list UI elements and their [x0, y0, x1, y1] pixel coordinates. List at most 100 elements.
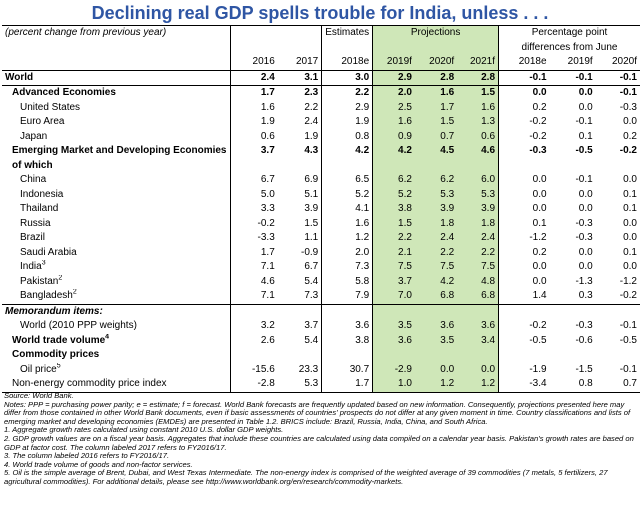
row-label: Indonesia [20, 188, 64, 200]
table-cell: 2.4 [229, 70, 278, 86]
table-cell: -0.1 [619, 71, 637, 83]
table-cell: 2.4 [414, 231, 458, 246]
table-cell: 2.9 [372, 70, 415, 86]
table-cell: 0.8 [578, 378, 593, 390]
table-cell: 3.2 [229, 319, 278, 334]
note-line: Source: World Bank. [4, 391, 74, 400]
table-cell [498, 348, 550, 363]
table-cell: 3.0 [321, 70, 373, 86]
table-caption: (percent change from previous year) [5, 27, 167, 39]
row-label: Bangladesh2 [20, 289, 77, 302]
table-row: Emerging Market and Developing Economies… [2, 144, 640, 159]
table-cell: 7.3 [304, 290, 319, 302]
table-cell: -0.3 [575, 320, 593, 332]
table-cell: 4.3 [304, 145, 319, 157]
table-cell: 0.1 [578, 130, 593, 142]
table-cell: 5.2 [372, 187, 415, 202]
table-cell: 5.3 [304, 378, 319, 390]
row-label: World [5, 71, 34, 83]
table-cell [550, 159, 596, 174]
table-row: World trade volume4 2.6 5.4 3.8 3.6 3.5 3.4 -0.… [2, 333, 640, 348]
table-cell: 3.9 [414, 202, 458, 217]
row-label: India3 [20, 260, 46, 273]
table-cell: 2.4 [304, 116, 319, 128]
table-cell: 5.4 [304, 275, 319, 287]
row-label: Russia [20, 217, 51, 229]
table-row: Advanced Economies 1.7 2.3 2.2 2.0 1.6 1.5 0.0 0… [2, 85, 640, 101]
table-cell: -1.2 [619, 275, 637, 287]
projections-header: Projections [372, 25, 499, 41]
table-cell: -1.3 [575, 275, 593, 287]
footnote-marker: 5 [56, 362, 61, 370]
table-cell: 1.8 [457, 216, 499, 231]
table-cell: -0.6 [575, 334, 593, 346]
table-cell: 0.0 [578, 261, 593, 273]
table-cell: -0.2 [498, 129, 550, 144]
table-cell: 6.0 [457, 173, 499, 188]
table-row: Bangladesh2 7.1 7.3 7.9 7.0 6.8 6.8 1.4 0.3 -0.2 [2, 289, 640, 304]
table-cell [550, 304, 596, 319]
table-cell: 3.6 [414, 319, 458, 334]
table-cell: 6.8 [457, 289, 499, 304]
table-cell: 4.6 [457, 144, 499, 159]
table-row: Euro Area 1.9 2.4 1.9 1.6 1.5 1.3 -0.2 -0.1 0.0 [2, 115, 640, 130]
table-cell: -3.3 [229, 231, 278, 246]
table-cell: -1.5 [575, 363, 593, 375]
table-cell: 7.1 [229, 260, 278, 275]
row-label: Saudi Arabia [20, 246, 77, 258]
table-cell: 5.2 [321, 187, 373, 202]
table-cell: -1.9 [498, 362, 550, 377]
table-cell: -0.5 [575, 145, 593, 157]
table-cell: -2.8 [229, 377, 278, 392]
footnote-marker: 4 [105, 333, 110, 341]
table-cell: 1.8 [414, 216, 458, 231]
footnote-marker: 2 [58, 274, 63, 282]
table-cell: 3.3 [229, 202, 278, 217]
table-cell: -0.3 [575, 232, 593, 244]
table-cell: 3.5 [414, 333, 458, 348]
table-cell: 1.5 [457, 85, 499, 101]
table-cell: 4.2 [321, 144, 373, 159]
table-cell: 1.7 [229, 85, 278, 101]
year-header: 2019f [372, 55, 415, 70]
table-cell: 0.0 [498, 274, 550, 289]
row-label: Advanced Economies [12, 87, 116, 99]
table-cell: 0.0 [498, 202, 550, 217]
table-cell [596, 159, 640, 174]
gdp-table: (percent change from previous year) Esti… [2, 25, 640, 393]
table-cell: 3.6 [321, 319, 373, 334]
table-cell: 2.2 [414, 245, 458, 260]
table-cell: 3.8 [321, 333, 373, 348]
table-cell: 0.0 [578, 101, 593, 113]
table-cell [372, 304, 415, 319]
table-cell: 1.2 [457, 377, 499, 392]
table-cell: 6.9 [304, 174, 319, 186]
table-cell: 6.8 [414, 289, 458, 304]
table-cell: 1.7 [321, 377, 373, 392]
row-label: of which [12, 159, 53, 171]
table-cell: 0.1 [623, 188, 637, 200]
row-label: Memorandum items: [5, 305, 103, 317]
note-line: 4. World trade volume of goods and non-f… [4, 459, 193, 469]
table-cell: 0.2 [623, 130, 637, 142]
row-label: Commodity prices [12, 349, 100, 361]
table-cell: 3.6 [372, 333, 415, 348]
row-label: Brazil [20, 232, 46, 244]
table-cell [457, 348, 499, 363]
table-cell: 1.9 [229, 115, 278, 130]
diff-header-line2: differences from June [498, 40, 640, 55]
note-line: 2. GDP growth values are on a fiscal yea… [4, 433, 634, 452]
table-cell: 2.4 [457, 231, 499, 246]
table-cell: 2.2 [457, 245, 499, 260]
table-cell [596, 304, 640, 319]
table-cell [278, 159, 322, 174]
table-row: Oil price5 -15.6 23.3 30.7 -2.9 0.0 0.0 -1.9 -1.… [2, 362, 640, 377]
table-cell: -0.2 [498, 115, 550, 130]
table-cell: 7.0 [372, 289, 415, 304]
table-cell: 0.2 [498, 100, 550, 115]
table-cell: 0.0 [498, 187, 550, 202]
table-cell [498, 158, 550, 173]
table-cell [457, 304, 499, 319]
table-cell: 0.6 [229, 129, 278, 144]
